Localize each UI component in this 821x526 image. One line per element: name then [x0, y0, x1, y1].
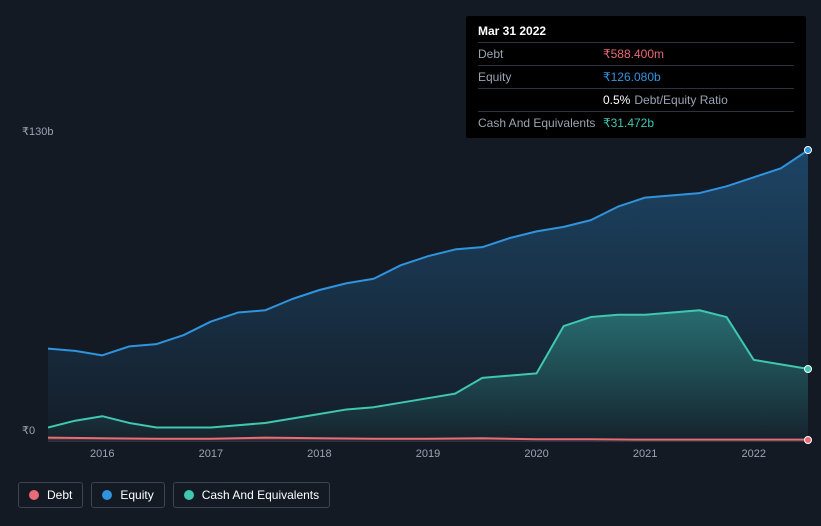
chart-baseline	[48, 441, 808, 442]
legend-swatch	[184, 490, 194, 500]
tooltip-row-value: ₹31.472b	[603, 116, 654, 130]
series-end-marker	[804, 436, 812, 444]
legend-label: Debt	[47, 488, 72, 502]
chart-plot-area[interactable]	[48, 148, 808, 441]
x-tick: 2019	[416, 448, 440, 460]
tooltip-row: Debt₹588.400m	[478, 42, 794, 65]
tooltip-row-label: Equity	[478, 70, 603, 84]
tooltip-date: Mar 31 2022	[478, 24, 794, 42]
tooltip-row-value: 0.5%	[603, 93, 630, 107]
tooltip-row-value: ₹588.400m	[603, 47, 664, 61]
tooltip-row: Cash And Equivalents₹31.472b	[478, 111, 794, 130]
tooltip-row-label	[478, 93, 603, 107]
tooltip-row-label: Debt	[478, 47, 603, 61]
tooltip-row-suffix: Debt/Equity Ratio	[634, 93, 727, 107]
chart-tooltip: Mar 31 2022 Debt₹588.400mEquity₹126.080b…	[466, 16, 806, 138]
series-end-marker	[804, 146, 812, 154]
y-label-bottom: ₹0	[22, 424, 35, 437]
tooltip-row-value: ₹126.080b	[603, 70, 661, 84]
legend-swatch	[102, 490, 112, 500]
tooltip-row: 0.5% Debt/Equity Ratio	[478, 88, 794, 111]
tooltip-row: Equity₹126.080b	[478, 65, 794, 88]
chart-legend: Debt Equity Cash And Equivalents	[18, 482, 330, 508]
x-tick: 2016	[90, 448, 114, 460]
legend-swatch	[29, 490, 39, 500]
x-axis: 2016 2017 2018 2019 2020 2021 2022	[48, 448, 808, 468]
legend-item-cash-and-equivalents[interactable]: Cash And Equivalents	[173, 482, 330, 508]
legend-label: Cash And Equivalents	[202, 488, 319, 502]
chart-svg	[48, 148, 808, 441]
x-tick: 2018	[307, 448, 331, 460]
legend-item-debt[interactable]: Debt	[18, 482, 83, 508]
x-tick: 2020	[524, 448, 548, 460]
x-tick: 2022	[741, 448, 765, 460]
y-label-top: ₹130b	[22, 125, 53, 138]
legend-item-equity[interactable]: Equity	[91, 482, 164, 508]
x-tick: 2021	[633, 448, 657, 460]
x-tick: 2017	[199, 448, 223, 460]
legend-label: Equity	[120, 488, 153, 502]
tooltip-row-label: Cash And Equivalents	[478, 116, 603, 130]
series-end-marker	[804, 365, 812, 373]
